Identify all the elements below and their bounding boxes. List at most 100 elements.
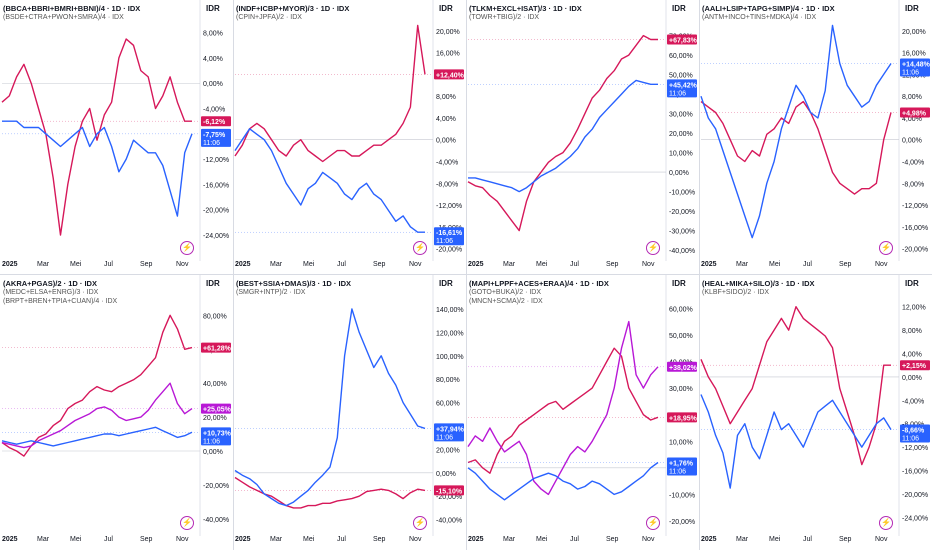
x-tick-label: Sep bbox=[606, 536, 619, 543]
value-label-box bbox=[201, 427, 231, 446]
series-line-1 bbox=[1, 314, 193, 457]
x-tick-label: 2025 bbox=[468, 536, 484, 543]
lightning-icon[interactable]: ⚡ bbox=[646, 241, 660, 255]
x-tick-label: Sep bbox=[373, 261, 386, 268]
y-tick-label: -4,00% bbox=[436, 159, 458, 166]
value-label: +12,40% bbox=[436, 72, 465, 79]
chart-panel-8[interactable]: 12,00%8,00%4,00%0,00%-4,00%-8,00%-12,00%… bbox=[699, 275, 932, 550]
compare-symbol-label: (BSDE+CTRA+PWON+SMRA)/4 · IDX bbox=[3, 14, 124, 21]
x-tick-label: Mar bbox=[270, 261, 283, 268]
lightning-icon[interactable]: ⚡ bbox=[879, 516, 893, 530]
y-tick-label: -4,00% bbox=[203, 107, 225, 114]
lightning-icon[interactable]: ⚡ bbox=[413, 516, 427, 530]
y-tick-label: 8,00% bbox=[203, 31, 223, 38]
lightning-icon[interactable]: ⚡ bbox=[413, 241, 427, 255]
value-label: -16,61% bbox=[436, 230, 463, 237]
chart-svg: 12,00%8,00%4,00%0,00%-4,00%-8,00%-12,00%… bbox=[700, 275, 930, 543]
value-label-box bbox=[667, 457, 697, 476]
compare-symbol-label: (CPIN+JPFA)/2 · IDX bbox=[236, 14, 302, 21]
value-label-box bbox=[434, 227, 464, 246]
x-tick-label: 2025 bbox=[235, 261, 251, 268]
currency-label: IDR bbox=[905, 4, 919, 13]
y-tick-label: 0,00% bbox=[902, 138, 922, 145]
value-label: +10,73% bbox=[203, 430, 232, 437]
value-label: -6,12% bbox=[203, 119, 226, 126]
series-line-2 bbox=[234, 308, 426, 507]
x-tick-label: 2025 bbox=[2, 261, 18, 268]
y-tick-label: -20,00% bbox=[902, 247, 928, 254]
x-tick-label: Mei bbox=[70, 261, 82, 268]
y-tick-label: -20,00% bbox=[436, 494, 462, 501]
y-tick-label: -40,00% bbox=[436, 518, 462, 525]
chart-panel-2[interactable]: 20,00%16,00%12,00%8,00%4,00%0,00%-4,00%-… bbox=[233, 0, 466, 275]
y-tick-label: -30,00% bbox=[669, 229, 695, 236]
chart-panel-7[interactable]: 60,00%50,00%40,00%30,00%20,00%10,00%0,00… bbox=[466, 275, 699, 550]
y-tick-label: -20,00% bbox=[203, 483, 229, 490]
series-line-3 bbox=[467, 461, 659, 501]
chart-svg: 140,00%120,00%100,00%80,00%60,00%40,00%2… bbox=[234, 275, 465, 543]
value-label: +14,48% bbox=[902, 62, 931, 69]
x-tick-label: Nov bbox=[642, 536, 655, 543]
series-line-2 bbox=[1, 382, 193, 449]
x-tick-label: 2025 bbox=[701, 261, 717, 268]
chart-title: (BBCA+BBRI+BMRI+BBNI)/4 · 1D · IDX bbox=[3, 4, 141, 13]
x-tick-label: Nov bbox=[642, 261, 655, 268]
y-tick-label: 4,00% bbox=[203, 56, 223, 63]
value-label: +45,42% bbox=[669, 82, 698, 89]
y-tick-label: -12,00% bbox=[902, 445, 928, 452]
series-line-2 bbox=[700, 24, 892, 239]
chart-panel-4[interactable]: 20,00%16,00%12,00%8,00%4,00%0,00%-4,00%-… bbox=[699, 0, 932, 275]
series-line-2 bbox=[467, 320, 659, 496]
value-label-box bbox=[201, 403, 231, 414]
compare-symbol-label: (GOTO+BUKA)/2 · IDX bbox=[469, 289, 542, 296]
value-label: -8,66% bbox=[902, 428, 925, 435]
chart-svg: 80,00%60,00%40,00%20,00%0,00%-20,00%-40,… bbox=[1, 275, 232, 543]
y-tick-label: 4,00% bbox=[436, 116, 456, 123]
x-tick-label: Mar bbox=[37, 536, 50, 543]
y-tick-label: 20,00% bbox=[436, 29, 460, 36]
lightning-icon[interactable]: ⚡ bbox=[879, 241, 893, 255]
value-label: +25,05% bbox=[203, 407, 232, 414]
value-label: +37,94% bbox=[436, 426, 465, 433]
chart-panel-6[interactable]: 140,00%120,00%100,00%80,00%60,00%40,00%2… bbox=[233, 275, 466, 550]
chart-svg: 20,00%16,00%12,00%8,00%4,00%0,00%-4,00%-… bbox=[234, 0, 465, 268]
currency-label: IDR bbox=[672, 279, 686, 288]
x-tick-label: Mei bbox=[303, 261, 315, 268]
x-tick-label: Mar bbox=[503, 261, 516, 268]
compare-symbol-label: (BRPT+BREN+TPIA+CUAN)/4 · IDX bbox=[3, 298, 118, 305]
value-label-box bbox=[900, 360, 930, 371]
x-tick-label: Mei bbox=[536, 261, 548, 268]
y-tick-label: -12,00% bbox=[902, 203, 928, 210]
value-label-box bbox=[900, 107, 930, 118]
series-line-2 bbox=[2, 120, 193, 217]
x-tick-label: Sep bbox=[606, 261, 619, 268]
compare-symbol-label: (TOWR+TBIG)/2 · IDX bbox=[469, 14, 540, 21]
chart-panel-1[interactable]: 8,00%4,00%0,00%-4,00%-8,00%-12,00%-16,00… bbox=[0, 0, 233, 275]
panel-divider bbox=[699, 0, 700, 550]
y-tick-label: 8,00% bbox=[436, 94, 456, 101]
x-tick-label: Mar bbox=[736, 536, 749, 543]
currency-label: IDR bbox=[672, 4, 686, 13]
y-tick-label: -8,00% bbox=[436, 181, 458, 188]
chart-title: (INDF+ICBP+MYOR)/3 · 1D · IDX bbox=[236, 4, 350, 13]
chart-panel-3[interactable]: 70,00%60,00%50,00%40,00%30,00%20,00%10,0… bbox=[466, 0, 699, 275]
x-tick-label: Mei bbox=[303, 536, 315, 543]
y-tick-label: 4,00% bbox=[902, 116, 922, 123]
y-tick-label: -20,00% bbox=[669, 209, 695, 216]
value-label-box bbox=[201, 342, 231, 353]
y-tick-label: -20,00% bbox=[203, 208, 229, 215]
x-tick-label: 2025 bbox=[2, 536, 18, 543]
x-tick-label: Jul bbox=[337, 261, 346, 268]
y-tick-label: -4,00% bbox=[902, 159, 924, 166]
chart-svg: 70,00%60,00%50,00%40,00%30,00%20,00%10,0… bbox=[467, 0, 698, 268]
chart-panel-5[interactable]: 80,00%60,00%40,00%20,00%0,00%-20,00%-40,… bbox=[0, 275, 233, 550]
x-tick-label: 2025 bbox=[468, 261, 484, 268]
y-tick-label: 0,00% bbox=[203, 449, 223, 456]
lightning-icon[interactable]: ⚡ bbox=[646, 516, 660, 530]
y-tick-label: -20,00% bbox=[902, 492, 928, 499]
lightning-icon[interactable]: ⚡ bbox=[180, 241, 194, 255]
series-line-1 bbox=[467, 347, 659, 474]
lightning-icon[interactable]: ⚡ bbox=[180, 516, 194, 530]
value-time-label: 11:06 bbox=[436, 238, 453, 245]
series-line-1 bbox=[467, 34, 658, 232]
